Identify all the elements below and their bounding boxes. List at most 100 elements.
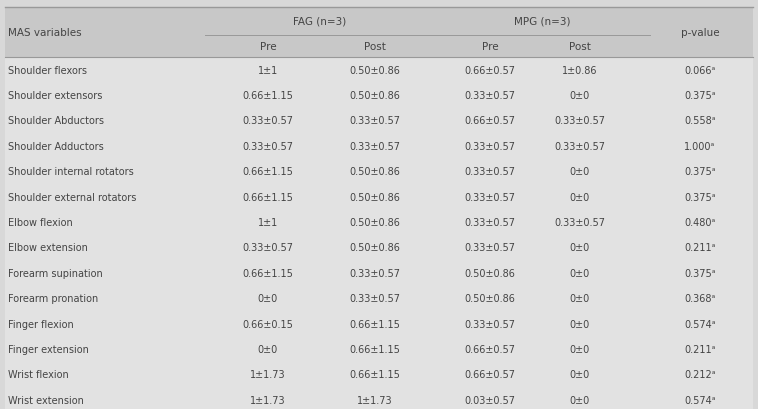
Text: Shoulder Abductors: Shoulder Abductors [8,116,104,126]
Bar [5,337,753,362]
Text: 0.558ᵃ: 0.558ᵃ [684,116,716,126]
Text: 0±0: 0±0 [258,344,278,354]
Text: 0.66±0.57: 0.66±0.57 [465,370,515,380]
Text: Elbow flexion: Elbow flexion [8,218,73,227]
Text: 1±1.73: 1±1.73 [250,370,286,380]
Text: 1±1: 1±1 [258,218,278,227]
Text: MAS variables: MAS variables [8,28,82,38]
Text: 1±1: 1±1 [258,65,278,76]
Text: 0±0: 0±0 [570,167,590,177]
Text: 0.066ᵃ: 0.066ᵃ [684,65,716,76]
Text: Pre: Pre [481,42,498,52]
Text: 0.66±0.57: 0.66±0.57 [465,65,515,76]
Text: 0.66±1.15: 0.66±1.15 [349,370,400,380]
Text: 0.50±0.86: 0.50±0.86 [349,243,400,253]
Text: 0.33±0.57: 0.33±0.57 [465,167,515,177]
Bar [5,311,753,337]
Text: 0.375ᵃ: 0.375ᵃ [684,167,716,177]
Text: 0.50±0.86: 0.50±0.86 [349,167,400,177]
Text: 0.66±1.15: 0.66±1.15 [243,268,293,278]
Bar [5,83,753,108]
Text: 0.50±0.86: 0.50±0.86 [349,65,400,76]
Text: MPG (n=3): MPG (n=3) [514,17,571,27]
Text: 0.574ᵃ: 0.574ᵃ [684,395,716,405]
Text: 0±0: 0±0 [570,294,590,303]
Text: 0.33±0.57: 0.33±0.57 [243,116,293,126]
Text: 0±0: 0±0 [570,319,590,329]
Bar [5,387,753,409]
Text: 0.368ᵃ: 0.368ᵃ [684,294,716,303]
Text: 1±1.73: 1±1.73 [357,395,393,405]
Text: 0±0: 0±0 [570,370,590,380]
Text: Post: Post [569,42,591,52]
Text: Shoulder Adductors: Shoulder Adductors [8,142,104,151]
Text: Wrist flexion: Wrist flexion [8,370,69,380]
Text: Shoulder external rotators: Shoulder external rotators [8,192,136,202]
Text: 0±0: 0±0 [570,91,590,101]
Text: 0.33±0.57: 0.33±0.57 [465,91,515,101]
Text: 0.66±1.15: 0.66±1.15 [243,167,293,177]
Text: Finger extension: Finger extension [8,344,89,354]
Text: 0.33±0.57: 0.33±0.57 [349,294,400,303]
Text: 0±0: 0±0 [570,395,590,405]
Text: 0.33±0.57: 0.33±0.57 [465,218,515,227]
Text: 0.50±0.86: 0.50±0.86 [349,218,400,227]
Text: 0.33±0.57: 0.33±0.57 [555,116,606,126]
Text: 0.33±0.57: 0.33±0.57 [465,319,515,329]
Text: 0.66±0.57: 0.66±0.57 [465,116,515,126]
Text: 0.33±0.57: 0.33±0.57 [465,243,515,253]
Text: 0.03±0.57: 0.03±0.57 [465,395,515,405]
Text: Elbow extension: Elbow extension [8,243,88,253]
Text: 0.50±0.86: 0.50±0.86 [349,192,400,202]
Text: 0.33±0.57: 0.33±0.57 [243,243,293,253]
Text: Shoulder flexors: Shoulder flexors [8,65,87,76]
Text: 0.50±0.86: 0.50±0.86 [465,268,515,278]
Text: 0±0: 0±0 [570,192,590,202]
Text: 1.000ᵃ: 1.000ᵃ [684,142,716,151]
Text: 0.33±0.57: 0.33±0.57 [349,142,400,151]
Text: 0.33±0.57: 0.33±0.57 [349,116,400,126]
Text: 0.375ᵃ: 0.375ᵃ [684,268,716,278]
Text: 0.66±1.15: 0.66±1.15 [349,344,400,354]
Bar [5,8,753,58]
Text: Pre: Pre [260,42,277,52]
Bar [5,286,753,311]
Text: 0.66±1.15: 0.66±1.15 [243,91,293,101]
Text: 0.375ᵃ: 0.375ᵃ [684,91,716,101]
Text: 0.33±0.57: 0.33±0.57 [349,268,400,278]
Bar [5,134,753,159]
Text: 0.50±0.86: 0.50±0.86 [465,294,515,303]
Text: 0.212ᵃ: 0.212ᵃ [684,370,716,380]
Bar [5,362,753,387]
Text: 0.211ᵃ: 0.211ᵃ [684,243,716,253]
Text: 0±0: 0±0 [258,294,278,303]
Bar [5,159,753,184]
Text: 0.33±0.57: 0.33±0.57 [243,142,293,151]
Bar [5,261,753,286]
Text: 0.33±0.57: 0.33±0.57 [465,142,515,151]
Bar [5,184,753,210]
Text: 0.66±1.15: 0.66±1.15 [243,192,293,202]
Text: Forearm supination: Forearm supination [8,268,103,278]
Text: Shoulder extensors: Shoulder extensors [8,91,102,101]
Text: 1±0.86: 1±0.86 [562,65,598,76]
Text: 0.211ᵃ: 0.211ᵃ [684,344,716,354]
Text: 0.66±0.57: 0.66±0.57 [465,344,515,354]
Bar [5,58,753,83]
Text: FAG (n=3): FAG (n=3) [293,17,346,27]
Text: Shoulder internal rotators: Shoulder internal rotators [8,167,133,177]
Text: 0.50±0.86: 0.50±0.86 [349,91,400,101]
Text: 0.66±1.15: 0.66±1.15 [349,319,400,329]
Text: 0.33±0.57: 0.33±0.57 [555,142,606,151]
Text: 0.480ᵃ: 0.480ᵃ [684,218,716,227]
Text: 0.33±0.57: 0.33±0.57 [465,192,515,202]
Bar [5,235,753,261]
Text: 0±0: 0±0 [570,243,590,253]
Bar [5,108,753,134]
Text: 1±1.73: 1±1.73 [250,395,286,405]
Text: 0.66±0.15: 0.66±0.15 [243,319,293,329]
Text: 0.33±0.57: 0.33±0.57 [555,218,606,227]
Text: 0±0: 0±0 [570,344,590,354]
Text: Finger flexion: Finger flexion [8,319,74,329]
Text: 0±0: 0±0 [570,268,590,278]
